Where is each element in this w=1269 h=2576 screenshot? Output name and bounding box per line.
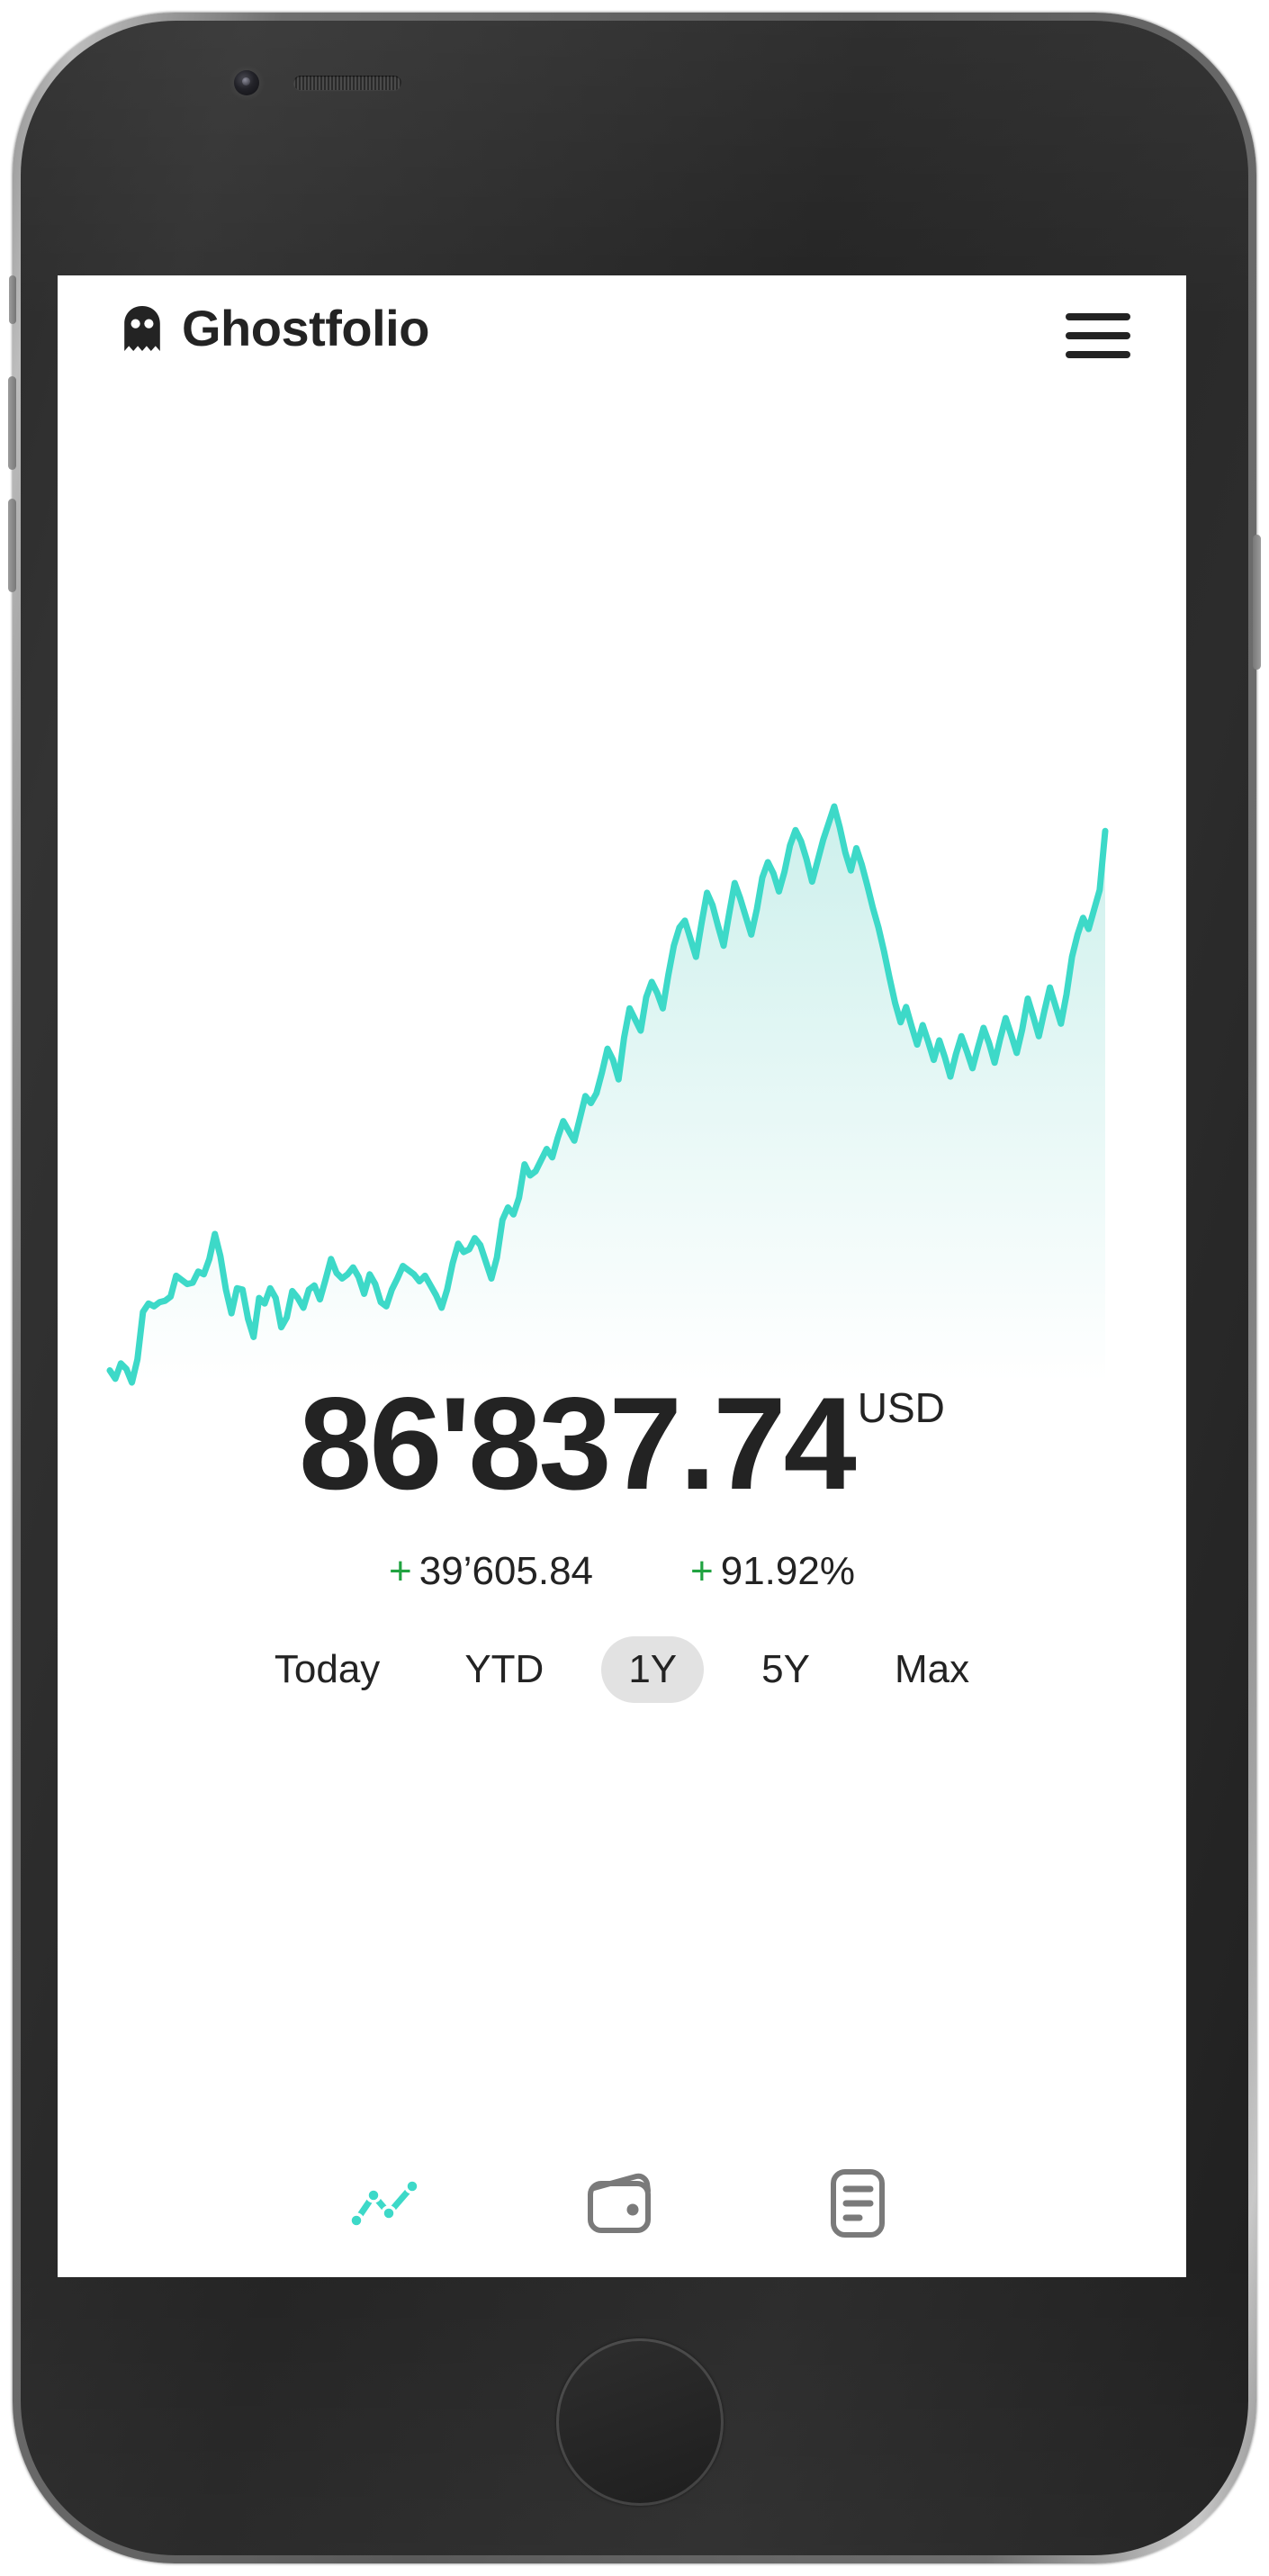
silence-switch-button[interactable] xyxy=(9,275,16,324)
app-name: Ghostfolio xyxy=(182,300,429,356)
range-tab-today[interactable]: Today xyxy=(274,1647,381,1691)
nav-item-overview[interactable] xyxy=(343,2160,429,2247)
volume-down-button[interactable] xyxy=(8,499,16,592)
nav-item-portfolio[interactable] xyxy=(579,2160,665,2247)
home-button[interactable] xyxy=(556,2338,724,2506)
volume-up-button[interactable] xyxy=(8,376,16,470)
line-chart-icon xyxy=(349,2178,420,2229)
range-tab-1y[interactable]: 1Y xyxy=(601,1636,705,1703)
nav-item-activities[interactable] xyxy=(814,2160,901,2247)
brand-logo[interactable]: Ghostfolio xyxy=(119,303,429,354)
front-camera-icon xyxy=(234,70,259,95)
portfolio-change-row: +39’605.84 +91.92% xyxy=(58,1549,1186,1594)
app-header: Ghostfolio xyxy=(58,275,1186,385)
portfolio-chart-svg xyxy=(106,803,1109,1386)
change-percent: +91.92% xyxy=(690,1549,855,1594)
range-tab-max[interactable]: Max xyxy=(894,1647,970,1691)
power-button[interactable] xyxy=(1253,535,1261,670)
earpiece-speaker-icon xyxy=(293,76,401,90)
bottom-navigation xyxy=(58,2160,1186,2247)
portfolio-value-row: 86'837.74 USD xyxy=(58,1378,1186,1509)
ghost-icon xyxy=(124,306,160,351)
chart-area-fill xyxy=(110,806,1105,1383)
document-icon xyxy=(831,2169,885,2238)
range-tab-ytd[interactable]: YTD xyxy=(464,1647,544,1691)
date-range-tabs[interactable]: Today YTD 1Y 5Y Max xyxy=(58,1636,1186,1703)
portfolio-currency: USD xyxy=(857,1384,945,1431)
portfolio-amount: 86'837.74 xyxy=(299,1370,857,1517)
chart-line xyxy=(106,803,1109,1386)
change-absolute: +39’605.84 xyxy=(389,1549,593,1594)
change-percent-sign: + xyxy=(690,1549,714,1593)
portfolio-performance-chart[interactable] xyxy=(58,797,1186,1392)
range-tab-5y[interactable]: 5Y xyxy=(761,1647,810,1691)
change-absolute-sign: + xyxy=(389,1549,412,1593)
change-percent-value: 91.92% xyxy=(720,1549,855,1593)
change-absolute-value: 39’605.84 xyxy=(418,1549,594,1593)
phone-screen: Ghostfolio 86'837.74 USD +39’605.84 +9 xyxy=(58,275,1186,2277)
wallet-icon xyxy=(588,2173,651,2233)
hamburger-menu-icon[interactable] xyxy=(1066,313,1130,358)
